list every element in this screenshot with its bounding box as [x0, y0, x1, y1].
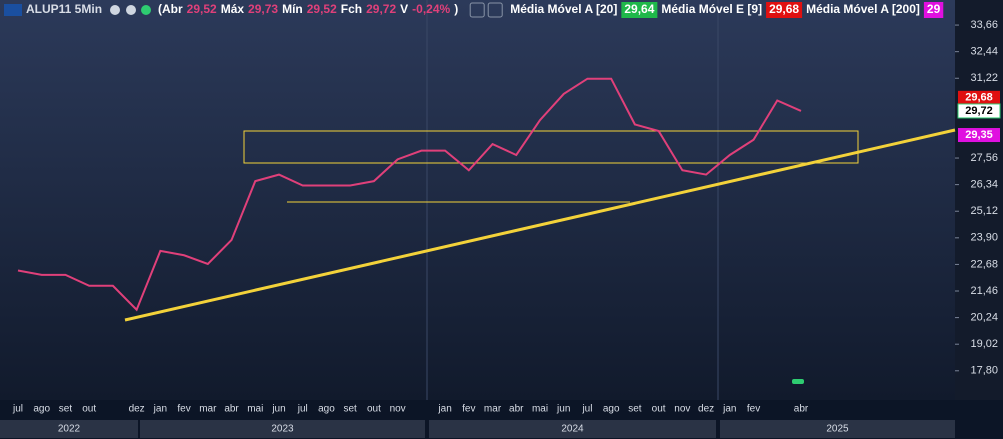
trend-line[interactable] [124, 128, 956, 322]
header-text: Mín [282, 2, 303, 16]
header-text: Fch [341, 2, 362, 16]
indicator-value-bg [766, 2, 803, 18]
header-text: V [400, 2, 408, 16]
x-tick-label: jan [722, 404, 736, 415]
header-text: 29,52 [187, 2, 217, 16]
x-tick-label: mai [532, 404, 548, 415]
x-tick-label: nov [674, 404, 690, 415]
indicator-pill [792, 379, 804, 384]
x-tick-label: jul [297, 404, 308, 415]
x-tick-label: dez [129, 404, 145, 415]
header-text: -0,24% [412, 2, 450, 16]
header-values: (Abr 29,52 Máx 29,73 Mín 29,52 Fch 29,72 V -0,24%… [158, 2, 944, 18]
x-tick-label: fev [177, 404, 190, 415]
price-label-bg [958, 128, 1000, 143]
x-tick-label: jun [556, 404, 570, 415]
price-label: 29,72 [965, 105, 993, 117]
x-tick-label: out [367, 404, 381, 415]
year-label: 2023 [271, 424, 294, 435]
x-tick-label: jul [12, 404, 23, 415]
plot-bg [0, 0, 955, 400]
x-tick-label: jul [581, 404, 592, 415]
x-tick-label: ago [318, 404, 335, 415]
y-tick-label: 33,66 [970, 19, 998, 31]
x-tick-label: nov [390, 404, 406, 415]
x-tick-label: set [59, 404, 73, 415]
price-label-bg [958, 90, 1000, 105]
y-tick-label: 21,46 [970, 285, 998, 297]
ticker: ALUP11 5Min [26, 2, 102, 16]
axis-bg [955, 0, 1003, 400]
x-tick-label: out [652, 404, 666, 415]
year-label: 2024 [561, 424, 584, 435]
y-tick-label: 17,80 [970, 365, 998, 377]
header: ALUP11 5Min [4, 2, 151, 16]
y-tick-label: 32,44 [970, 46, 998, 58]
button[interactable] [487, 2, 503, 18]
header-text: (Abr [158, 2, 183, 16]
x-tick-label: fev [747, 404, 760, 415]
header-text: 29,52 [307, 2, 337, 16]
y-tick-label: 20,24 [970, 312, 998, 324]
icon[interactable] [126, 5, 136, 15]
logo [4, 4, 22, 16]
year-band [140, 420, 425, 438]
x-tick-label: jun [271, 404, 285, 415]
x-tick-label: abr [224, 404, 239, 415]
x-tick-label: set [628, 404, 642, 415]
x-tick-label: fev [462, 404, 475, 415]
x-tick-label: set [344, 404, 358, 415]
x-tick-label: ago [33, 404, 50, 415]
y-tick-label: 19,02 [970, 338, 998, 350]
button[interactable] [469, 2, 485, 18]
indicator-value: 29,64 [624, 2, 654, 16]
indicator-value: 29,68 [769, 2, 799, 16]
y-tick-label: 23,90 [970, 232, 998, 244]
header-text: 29,73 [248, 2, 278, 16]
x-tick-label: jan [437, 404, 451, 415]
x-tick-label: out [82, 404, 96, 415]
price-label-bg [957, 103, 1001, 119]
year-band [0, 420, 138, 438]
year-band [429, 420, 716, 438]
price-label: 29,68 [965, 92, 993, 104]
y-tick-label: 22,68 [970, 258, 998, 270]
year-label: 2025 [826, 424, 849, 435]
x-tick-label: ago [603, 404, 620, 415]
indicator-name: Média Móvel E [9] [661, 2, 762, 16]
year-band [720, 420, 955, 438]
y-tick-label: 25,12 [970, 205, 998, 217]
price-line [17, 77, 802, 312]
drawn-rectangle[interactable] [243, 130, 859, 164]
indicator-value: 29 [927, 2, 941, 16]
x-tick-label: mar [484, 404, 502, 415]
x-tick-label: abr [509, 404, 524, 415]
y-tick-label: 31,22 [970, 72, 998, 84]
header-text: 29,72 [366, 2, 396, 16]
x-tick-label: dez [698, 404, 714, 415]
x-tick-label: jan [153, 404, 167, 415]
y-tick-label: 27,56 [970, 152, 998, 164]
x-tick-label: mai [247, 404, 263, 415]
y-tick-label: 26,34 [970, 179, 998, 191]
x-tick-label: abr [794, 404, 809, 415]
indicator-value-bg [923, 2, 944, 18]
year-label: 2022 [58, 424, 81, 435]
indicator-value-bg [621, 2, 658, 18]
header-text: Máx [221, 2, 245, 16]
icon[interactable] [110, 5, 120, 15]
icon[interactable] [141, 5, 151, 15]
indicator-name: Média Móvel A [200] [806, 2, 920, 16]
indicator-name: Média Móvel A [20] [510, 2, 617, 16]
header-text: ) [454, 2, 458, 16]
x-tick-label: mar [199, 404, 217, 415]
price-label: 29,35 [965, 129, 993, 141]
